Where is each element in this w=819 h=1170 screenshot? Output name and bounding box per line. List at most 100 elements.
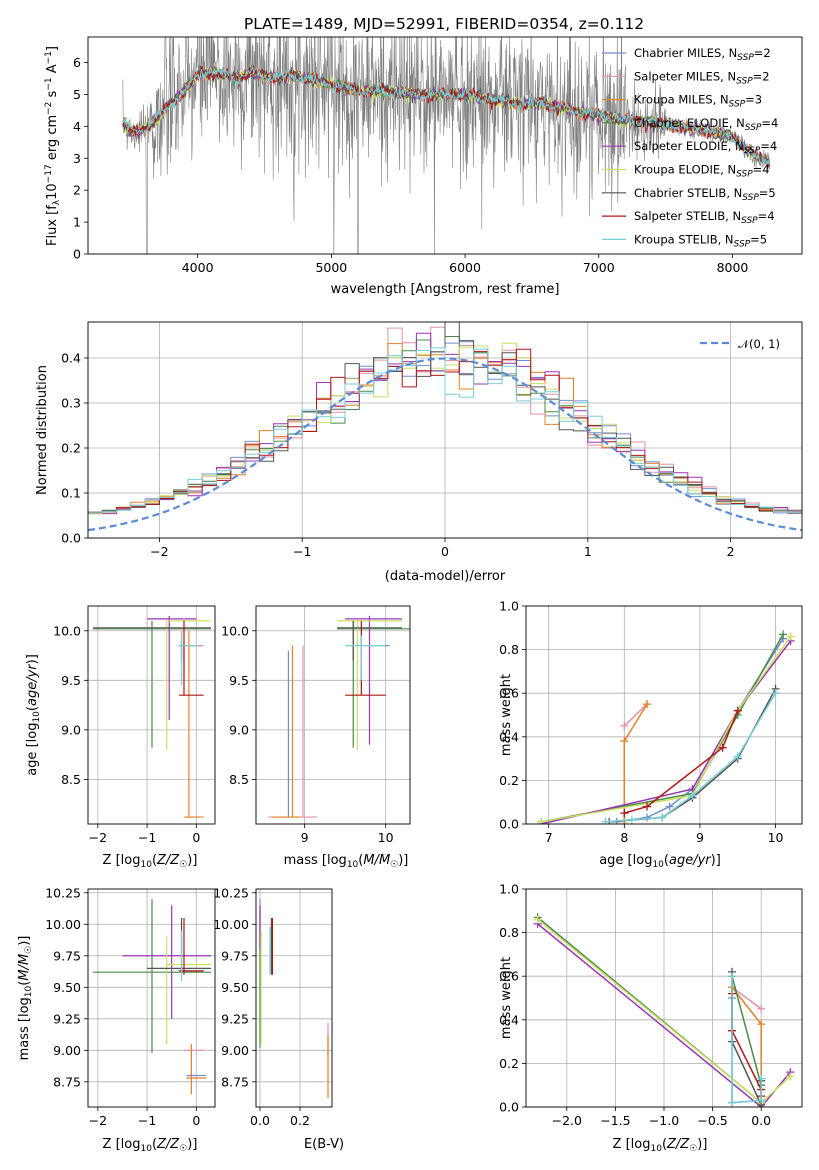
weight-marker (779, 630, 788, 639)
y-tick-label: 10.00 (213, 917, 249, 932)
histogram-kroupa-stelib (88, 347, 802, 514)
axes-frame (525, 605, 803, 825)
weight-marker (757, 1096, 766, 1105)
weight-line-salpeter-elodie (537, 923, 791, 1107)
spectrum-panel: 4000 5000 6000 7000 8000 0 1 2 3 4 5 6 wavelength [A… (44, 36, 803, 297)
y-axis-label: Normed distribution (35, 365, 50, 495)
y-tick-label: 9.00 (53, 1043, 81, 1058)
y-tick-label: 0.4 (61, 351, 81, 366)
y-tick-label: 9.5 (61, 673, 81, 688)
y-tick-label: 9.25 (221, 1011, 249, 1026)
weight-line-chabrier-elodie (540, 633, 784, 823)
weight-line-salpeter-stelib (624, 710, 739, 814)
legend-entry: Chabrier STELIB, NSSP=5 (634, 186, 776, 203)
mass-vs-Z-plot-area (92, 899, 212, 1095)
y-axis-label: Flux [fλ10−17 erg cm−2 s−1 A−1] (44, 46, 62, 246)
x-tick-label: 0 (441, 544, 449, 559)
weight-marker (642, 700, 651, 709)
x-axis-label: (data-model)/error (385, 569, 506, 584)
x-tick-label: 2 (727, 544, 735, 559)
age-vs-mass-panel: 9 10 8.5 9.0 9.5 10.0 mass [log10(M/M☉)] (221, 605, 411, 870)
y-tick-label: 8.5 (61, 772, 81, 787)
age-vs-Z-plot-area (92, 615, 212, 818)
y-tick-label: 0.6 (499, 969, 519, 984)
x-tick-label: 8000 (717, 260, 749, 275)
y-tick-label: 9.5 (229, 673, 249, 688)
x-axis-label: Z [log10(Z/Z☉)] (103, 1137, 198, 1154)
weight-line-salpeter-elodie (540, 640, 792, 824)
y-tick-label: 0.0 (499, 817, 519, 832)
x-tick-label: 10 (768, 830, 784, 845)
x-tick-label: 9 (696, 830, 704, 845)
y-tick-label: 0.3 (61, 396, 81, 411)
x-tick-label: −2 (150, 544, 168, 559)
x-axis-label: age [log10(age/yr)] (599, 853, 721, 870)
x-tick-label: 0 (192, 830, 200, 845)
weight-marker (728, 972, 737, 981)
y-axis-label: mass weight (499, 957, 514, 1039)
weight-vs-age-panel: 7 8 9 10 0.0 0.2 0.4 0.6 0.8 1.0 age [log10(age/yr… (499, 599, 803, 870)
axes-frame (255, 888, 333, 1108)
age-vs-Z-panel: −2 −1 0 8.5 9.0 9.5 10.0 Z [log10(Z/Z☉)] age [lo… (25, 605, 216, 870)
axes-frame (87, 605, 216, 825)
y-tick-label: 0.2 (499, 773, 519, 788)
y-tick-label: 0 (73, 247, 81, 262)
figure-title: PLATE=1489, MJD=52991, FIBERID=0354, z=0… (244, 15, 644, 33)
y-tick-label: 8.5 (229, 772, 249, 787)
x-tick-label: 0.2 (290, 1113, 310, 1128)
y-tick-label: 4 (73, 119, 81, 134)
x-axis-label: wavelength [Angstrom, rest frame] (331, 282, 560, 297)
weight-marker (620, 721, 629, 730)
weight-line-salpeter-stelib (731, 993, 762, 1097)
weight-marker (728, 1098, 737, 1107)
y-tick-label: 8.75 (221, 1074, 249, 1089)
weight-marker (642, 802, 651, 811)
x-axis-label: mass [log10(M/M☉)] (284, 853, 409, 870)
legend-entry: Kroupa STELIB, NSSP=5 (634, 232, 767, 249)
y-tick-label: 10.25 (45, 885, 81, 900)
x-tick-label: −0.5 (697, 1113, 727, 1128)
y-tick-label: 10.25 (213, 885, 249, 900)
y-tick-label: 1 (73, 215, 81, 230)
weight-marker (665, 802, 674, 811)
weight-marker (620, 820, 629, 824)
x-tick-label: 0 (192, 1113, 200, 1128)
x-axis-label: E(B-V) (304, 1137, 344, 1152)
y-axis-label: mass [log10(M/M☉)] (17, 936, 34, 1061)
weight-marker (642, 813, 651, 822)
weight-marker (771, 689, 780, 698)
weight-marker (757, 1004, 766, 1013)
y-tick-label: 9.00 (221, 1043, 249, 1058)
y-tick-label: 0.4 (499, 1012, 519, 1027)
x-tick-label: 6000 (449, 260, 481, 275)
legend: Chabrier MILES, NSSP=2 Salpeter MILES, NS… (602, 46, 778, 249)
weight-marker (757, 1020, 766, 1029)
y-axis-label: mass weight (499, 674, 514, 756)
legend-entry: Salpeter MILES, NSSP=2 (634, 69, 770, 86)
y-tick-label: 9.50 (53, 980, 81, 995)
y-tick-label: 1.0 (499, 599, 519, 614)
y-tick-label: 2 (73, 183, 81, 198)
axes-frame (525, 888, 803, 1108)
weight-marker (757, 1074, 766, 1083)
weight-line-salpeter-miles (623, 703, 648, 727)
y-tick-label: 9.0 (229, 722, 249, 737)
y-tick-label: 0.2 (61, 441, 81, 456)
mass-vs-Z-panel: −2 −1 0 8.75 9.00 9.25 9.50 9.75 10.00 10.25 Z [lo… (17, 885, 216, 1154)
x-tick-label: −2.0 (552, 1113, 582, 1128)
x-tick-label: 1 (584, 544, 592, 559)
y-tick-label: 9.50 (221, 980, 249, 995)
age-vs-mass-plot-area (268, 615, 410, 818)
x-tick-label: −1 (138, 1113, 156, 1128)
y-tick-label: 0.8 (499, 925, 519, 940)
legend-entry: 𝒩(0, 1) (738, 337, 780, 351)
y-tick-label: 9.75 (221, 948, 249, 963)
mass-vs-EBV-panel: 0.0 0.2 8.75 9.00 9.25 9.50 9.75 10.00 10.25 E(B-… (213, 885, 344, 1152)
weight-marker (601, 817, 610, 824)
model-spectrum-kroupa-stelib (122, 65, 770, 166)
weight-line-kroupa-stelib (731, 976, 762, 1104)
normal-curve (88, 357, 802, 532)
y-tick-label: 0.0 (61, 531, 81, 546)
x-tick-label: 8 (620, 830, 628, 845)
